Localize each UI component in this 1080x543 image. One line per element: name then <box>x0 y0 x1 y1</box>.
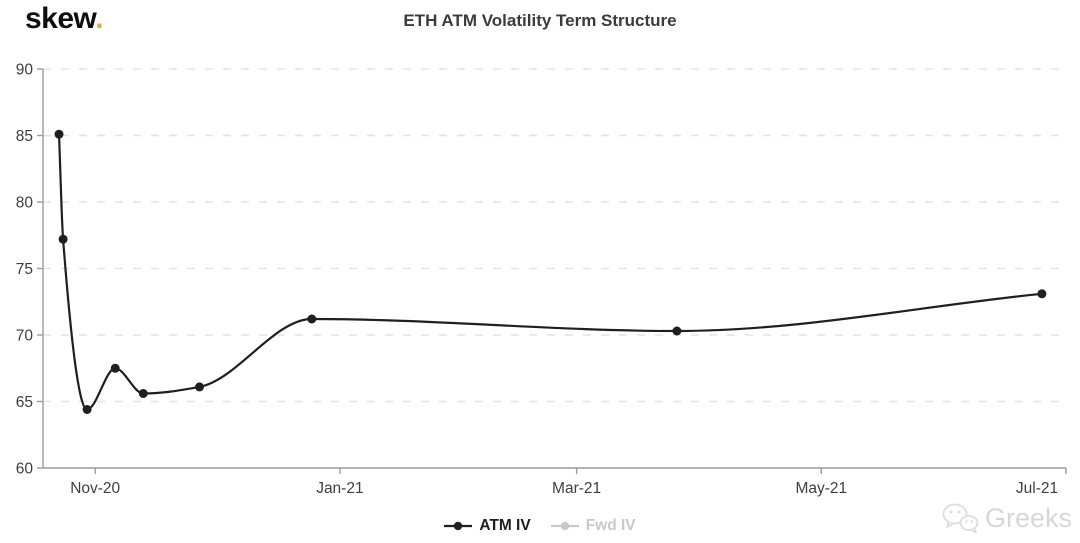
watermark-text: Greeks <box>984 502 1072 533</box>
atm-iv-legend-marker <box>444 521 473 531</box>
data-point[interactable] <box>82 405 92 414</box>
fwd-iv-legend-marker <box>550 521 579 531</box>
y-axis-labels: 90 85 80 75 70 65 60 <box>16 62 34 478</box>
legend-item-atm-iv[interactable]: ATM IV <box>444 517 531 535</box>
skew-logo: skew. <box>25 2 104 36</box>
legend-label-atm-iv: ATM IV <box>479 517 531 534</box>
y-tick-label-75: 75 <box>16 261 33 278</box>
data-point[interactable] <box>672 326 682 336</box>
x-tick-label-Jul-21: Jul-21 <box>1016 480 1058 497</box>
x-tick-label-Jan-21: Jan-21 <box>316 480 363 497</box>
series-lines <box>57 134 1043 411</box>
chart-legend: ATM IV Fwd IV <box>0 517 1080 535</box>
x-axis-labels: Nov-20 Jan-21 Mar-21 May-21 Jul-21 <box>70 480 1058 497</box>
data-point[interactable] <box>58 234 68 244</box>
y-tick-label-60: 60 <box>16 461 34 478</box>
y-tick-label-80: 80 <box>16 195 34 212</box>
data-point[interactable] <box>1037 289 1047 299</box>
watermark: Greeks <box>940 501 1072 535</box>
data-point[interactable] <box>54 129 64 139</box>
y-tick-label-85: 85 <box>16 128 33 145</box>
data-point[interactable] <box>195 382 204 392</box>
y-tick-label-90: 90 <box>16 62 34 79</box>
skew-logo-dot: . <box>95 2 104 35</box>
data-point[interactable] <box>307 314 317 324</box>
data-point[interactable] <box>110 363 120 373</box>
series-points <box>54 129 1047 414</box>
y-tick-label-65: 65 <box>16 394 33 411</box>
y-axis-ticks <box>37 68 43 469</box>
legend-label-fwd-iv: Fwd IV <box>585 517 636 534</box>
wechat-icon <box>942 503 979 534</box>
legend-item-fwd-iv[interactable]: Fwd IV <box>550 517 636 535</box>
x-tick-label-Mar-21: Mar-21 <box>552 480 601 497</box>
data-point[interactable] <box>138 389 148 398</box>
x-axis-ticks <box>94 468 1067 474</box>
x-tick-label-Nov-20: Nov-20 <box>70 480 120 497</box>
series-line-atm-iv <box>57 134 1043 411</box>
gridlines <box>43 68 1066 403</box>
y-tick-label-70: 70 <box>16 328 34 345</box>
chart-title: ETH ATM Volatility Term Structure <box>403 11 677 30</box>
skew-logo-text: skew <box>25 2 96 35</box>
x-tick-label-May-21: May-21 <box>795 480 847 497</box>
